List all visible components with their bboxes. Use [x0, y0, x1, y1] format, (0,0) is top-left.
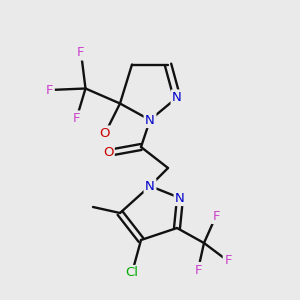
Text: N: N	[172, 91, 182, 104]
Text: H: H	[103, 146, 112, 159]
Text: Cl: Cl	[125, 266, 139, 280]
Text: O: O	[103, 146, 113, 160]
Text: F: F	[73, 112, 80, 125]
Text: O: O	[100, 127, 110, 140]
Text: F: F	[77, 46, 85, 59]
Text: F: F	[46, 83, 53, 97]
Text: N: N	[175, 191, 185, 205]
Text: F: F	[224, 254, 232, 268]
Text: N: N	[145, 113, 155, 127]
Text: F: F	[212, 209, 220, 223]
Text: F: F	[194, 263, 202, 277]
Text: N: N	[145, 179, 155, 193]
